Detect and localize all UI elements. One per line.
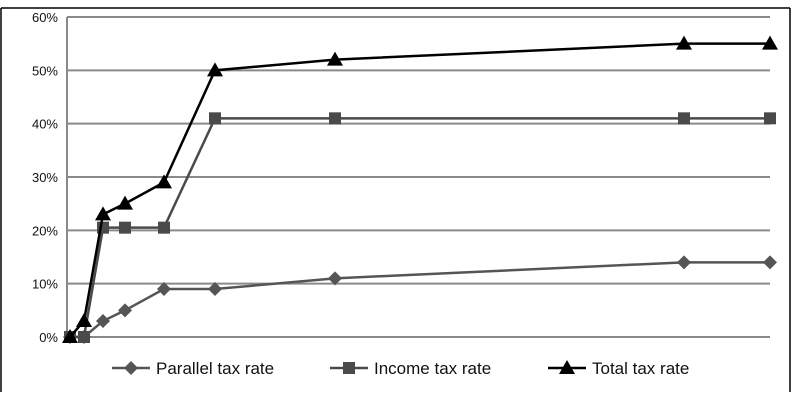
y-tick-label: 40% <box>32 117 58 132</box>
y-tick-label: 30% <box>32 170 58 185</box>
data-point <box>207 62 223 77</box>
data-point <box>96 314 110 328</box>
data-point <box>76 313 92 327</box>
legend-label: Income tax rate <box>374 359 491 378</box>
legend-label: Parallel tax rate <box>156 359 274 378</box>
data-point <box>117 195 133 210</box>
data-point <box>208 282 222 296</box>
data-point <box>678 112 690 125</box>
data-point <box>95 206 111 221</box>
data-point <box>764 112 776 125</box>
legend-marker <box>124 361 138 375</box>
y-tick-label: 60% <box>32 10 58 25</box>
data-point <box>118 303 132 318</box>
data-point <box>677 255 691 270</box>
y-tick-label: 10% <box>32 277 58 292</box>
data-point <box>119 221 131 234</box>
data-point <box>156 174 172 189</box>
data-point <box>327 51 343 66</box>
y-tick-label: 50% <box>32 63 58 78</box>
data-point <box>78 331 90 343</box>
legend-label: Total tax rate <box>592 359 689 378</box>
data-point <box>158 221 170 234</box>
data-point <box>157 282 171 296</box>
data-point <box>329 112 341 125</box>
data-point <box>209 112 221 125</box>
series-line <box>70 117 770 339</box>
legend-marker <box>343 362 355 374</box>
data-point <box>328 271 342 286</box>
y-tick-label: 20% <box>32 223 58 238</box>
data-point <box>762 35 778 50</box>
series-line <box>70 261 770 339</box>
legend-marker <box>559 360 575 374</box>
data-point <box>676 35 692 50</box>
y-tick-label: 0% <box>39 330 58 345</box>
data-point <box>763 255 777 270</box>
series-line <box>69 42 770 338</box>
data-point <box>62 329 78 343</box>
